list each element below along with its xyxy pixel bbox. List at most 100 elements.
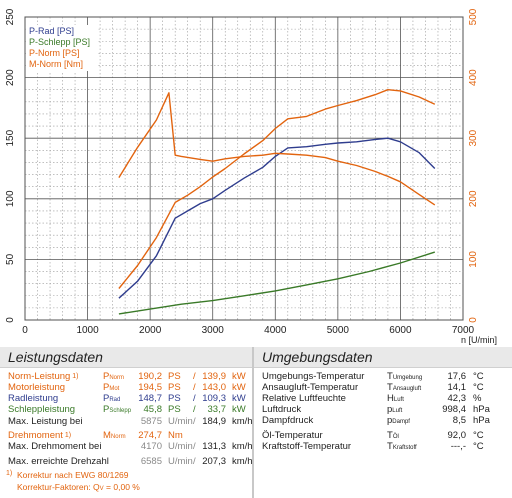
y-right-tick-label: 500 <box>468 8 479 25</box>
env-value: 42,3 <box>447 393 467 404</box>
row-separator: / <box>193 441 196 452</box>
row-label: Schleppleistung <box>8 404 76 415</box>
y-left-tick-label: 50 <box>5 253 16 265</box>
footnote-marker: 1) <box>62 432 72 439</box>
correction-factor-text: Korrektur-Faktoren: QV = 0,00 % <box>17 482 140 492</box>
env-symbol-subscript: Ansaugluft <box>392 386 422 392</box>
row-unit-1: Nm <box>168 430 183 441</box>
row-value-1: 148,7 <box>138 393 162 404</box>
row-value-1: 194,5 <box>138 382 162 393</box>
leistungsdaten-panel: Leistungsdaten Norm-Leistung 1) PNorm 190,… <box>0 347 253 495</box>
power-torque-chart: 0 1000 2000 3000 4000 5000 6000 700005010015020… <box>5 8 497 345</box>
row-value-1: 190,2 <box>138 371 162 382</box>
env-symbol-subscript: Kraftstoff <box>392 445 417 451</box>
env-symbol: TÖl <box>387 430 399 441</box>
row-label: Max. Leistung bei <box>8 416 83 427</box>
env-symbol-subscript: Luft <box>393 397 404 403</box>
env-symbol: TUmgebung <box>387 371 423 382</box>
row-unit-2: kW <box>232 382 246 393</box>
row-value-2: 143,0 <box>202 382 226 393</box>
y-right-tick-label: 300 <box>468 129 479 146</box>
x-tick-label: 7000 <box>452 325 475 336</box>
env-symbol-subscript: Dampf <box>392 419 410 425</box>
row-unit-2: km/h <box>232 441 253 452</box>
row-label: Max. erreichte Drehzahl <box>8 456 109 467</box>
row-symbol: PRad <box>103 393 121 404</box>
x-tick-label: 2000 <box>139 325 162 336</box>
series-line-2 <box>118 88 436 289</box>
env-unit: °C <box>473 441 484 452</box>
series-line-1 <box>118 251 436 315</box>
y-left-tick-label: 0 <box>5 317 16 323</box>
row-separator: / <box>193 382 196 393</box>
env-symbol-subscript: Luft <box>392 408 403 414</box>
y-left-tick-label: 150 <box>5 129 16 146</box>
row-label: Radleistung <box>8 393 59 404</box>
row-symbol-subscript: Rad <box>109 397 121 403</box>
row-value-2: 33,7 <box>207 404 227 415</box>
env-value: 17,6 <box>447 371 467 382</box>
umgebungsdaten-panel: Umgebungsdaten Umgebungs-Temperatur TUmge… <box>254 347 512 495</box>
x-tick-label: 5000 <box>327 325 350 336</box>
series-line-0 <box>118 137 436 299</box>
row-unit-1: PS <box>168 371 181 382</box>
env-symbol: TKraftstoff <box>387 441 417 452</box>
y-left-tick-label: 100 <box>5 190 16 207</box>
row-value-2: 207,3 <box>202 456 226 467</box>
row-value-1: 5875 <box>140 416 162 427</box>
env-label: Kraftstoff-Temperatur <box>262 441 352 452</box>
x-axis-label: n [U/min] <box>461 335 497 345</box>
env-value: 8,5 <box>452 415 466 426</box>
legend-entry-2: P-Norm [PS] <box>29 48 80 58</box>
leistungsdaten-title: Leistungsdaten <box>0 347 252 368</box>
row-value-2: 139,9 <box>202 371 226 382</box>
x-tick-label: 3000 <box>202 325 225 336</box>
env-unit: °C <box>473 430 484 441</box>
y-right-tick-label: 400 <box>468 69 479 86</box>
row-unit-1: PS <box>168 404 181 415</box>
env-symbol: pDampf <box>387 415 410 426</box>
row-unit-2: km/h <box>232 456 253 467</box>
row-separator: / <box>193 393 196 404</box>
env-value: 92,0 <box>447 430 467 441</box>
row-separator: / <box>193 416 196 427</box>
row-label: Max. Drehmoment bei <box>8 441 102 452</box>
env-unit: hPa <box>473 415 490 426</box>
legend-entry-1: P-Schlepp [PS] <box>29 37 90 47</box>
row-unit-2: kW <box>232 393 246 404</box>
env-label: Dampfdruck <box>262 415 314 426</box>
env-label: Relative Luftfeuchte <box>262 393 346 404</box>
env-label: Luftdruck <box>262 404 302 415</box>
env-symbol: TAnsaugluft <box>387 382 422 393</box>
legend-entry-0: P-Rad [PS] <box>29 26 74 36</box>
y-left-tick-label: 200 <box>5 69 16 86</box>
env-symbol-subscript: Umgebung <box>392 375 423 381</box>
y-left-tick-label: 250 <box>5 8 16 25</box>
env-symbol: pLuft <box>387 404 403 415</box>
y-right-tick-label: 200 <box>468 190 479 207</box>
legend-entry-3: M-Norm [Nm] <box>29 59 83 69</box>
env-unit: hPa <box>473 404 490 415</box>
row-symbol: MNorm <box>103 430 126 441</box>
row-unit-2: kW <box>232 371 246 382</box>
env-symbol: HLuft <box>387 393 404 404</box>
footnote-marker: 1) <box>70 373 79 380</box>
env-label: Umgebungs-Temperatur <box>262 371 365 382</box>
row-separator: / <box>193 456 196 467</box>
row-label: Motorleistung <box>8 382 66 393</box>
y-right-tick-label: 0 <box>468 317 479 323</box>
env-value: 14,1 <box>447 382 467 393</box>
row-symbol-subscript: Norm <box>109 375 125 381</box>
env-value: ---,- <box>450 441 466 452</box>
row-value-1: 6585 <box>140 456 162 467</box>
row-value-1: 45,8 <box>143 404 163 415</box>
env-unit: °C <box>473 382 484 393</box>
footnote-text: Korrektur nach EWG 80/1269 <box>17 470 129 480</box>
correction-factor-subscript: V <box>99 486 104 492</box>
row-label: Norm-Leistung 1) <box>8 371 79 382</box>
row-value-2: 109,3 <box>202 393 226 404</box>
env-label: Ansaugluft-Temperatur <box>262 382 359 393</box>
row-symbol-subscript: Mot <box>109 386 120 392</box>
umgebungsdaten-title: Umgebungsdaten <box>254 347 512 368</box>
x-tick-label: 0 <box>22 325 28 336</box>
